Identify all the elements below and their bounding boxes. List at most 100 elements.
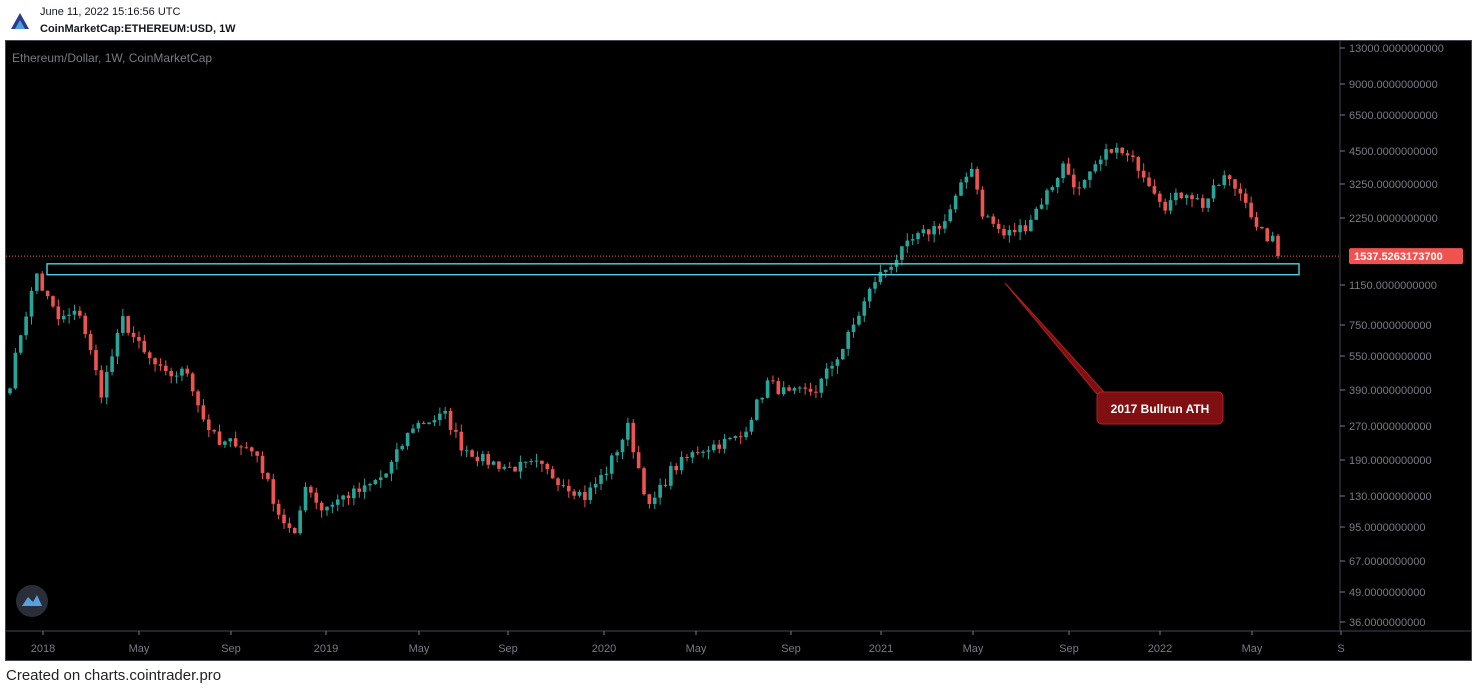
candle-body bbox=[814, 391, 818, 393]
candle-body bbox=[857, 315, 861, 325]
annotation-box bbox=[1096, 391, 1224, 425]
price-tick-label: 550.0000000000 bbox=[1349, 351, 1432, 363]
candle-body bbox=[728, 438, 732, 440]
candle-body bbox=[346, 495, 351, 499]
candle-body bbox=[72, 310, 77, 315]
candle-body bbox=[744, 431, 748, 438]
candle-body bbox=[303, 486, 308, 511]
candle-body bbox=[454, 429, 458, 432]
candle-body bbox=[969, 169, 974, 177]
header: June 11, 2022 15:16:56 UTC CoinMarketCap… bbox=[0, 0, 1476, 40]
candle-body bbox=[1104, 149, 1108, 160]
candle-body bbox=[776, 381, 781, 395]
price-tick-label: 190.0000000000 bbox=[1349, 455, 1432, 467]
price-tick-label: 390.0000000000 bbox=[1349, 385, 1432, 397]
price-tick-label: 4500.0000000000 bbox=[1349, 146, 1438, 158]
candle-body bbox=[889, 266, 893, 270]
candle-body bbox=[1012, 229, 1017, 233]
candle-body bbox=[185, 368, 190, 374]
candle-body bbox=[142, 340, 147, 353]
candle-body bbox=[1276, 235, 1280, 257]
candle-body bbox=[1072, 174, 1076, 188]
candles-layer bbox=[8, 143, 1280, 536]
candle-body bbox=[1227, 175, 1232, 180]
candle-body bbox=[943, 221, 947, 229]
chart-panel[interactable]: 2017 Bullrun ATH 13000.0000000000 9000.00… bbox=[5, 40, 1472, 661]
candle-body bbox=[937, 225, 942, 229]
candle-body bbox=[1147, 177, 1151, 187]
footer-credit: Created on charts.cointrader.pro bbox=[6, 667, 222, 684]
candle-body bbox=[604, 473, 609, 476]
candle-body bbox=[964, 176, 969, 183]
candle-body bbox=[851, 324, 856, 332]
candle-body bbox=[276, 503, 281, 515]
time-tick-label: Sep bbox=[781, 643, 801, 655]
candle-body bbox=[378, 477, 383, 481]
candle-body bbox=[1265, 228, 1270, 242]
time-tick-label: 2018 bbox=[31, 643, 55, 655]
candle-body bbox=[491, 461, 496, 465]
price-tick-label: 67.0000000000 bbox=[1349, 556, 1425, 568]
candle-body bbox=[217, 431, 222, 445]
candle-body bbox=[335, 499, 340, 505]
candle-body bbox=[1238, 188, 1243, 194]
candle-body bbox=[341, 495, 345, 500]
candle-body bbox=[1184, 195, 1189, 199]
candle-body bbox=[438, 413, 442, 421]
time-tick-label: May bbox=[1242, 643, 1263, 655]
candle-body bbox=[932, 225, 936, 235]
candle-body bbox=[405, 432, 410, 447]
candle-body bbox=[755, 399, 759, 420]
candle-body bbox=[131, 332, 136, 337]
candle-body bbox=[615, 452, 619, 456]
candle-body bbox=[658, 484, 662, 498]
candle-body bbox=[1260, 226, 1264, 229]
candle-body bbox=[475, 456, 480, 462]
candle-body bbox=[56, 306, 61, 320]
candle-body bbox=[255, 451, 259, 456]
price-tick-label: 13000.0000000000 bbox=[1349, 43, 1444, 55]
candle-body bbox=[685, 456, 689, 458]
candle-body bbox=[18, 335, 23, 353]
candle-body bbox=[1055, 178, 1060, 188]
last-price-label: 1537.5263173700 bbox=[1354, 251, 1443, 263]
chart-title: Ethereum/Dollar, 1W, CoinMarketCap bbox=[12, 51, 213, 65]
candle-body bbox=[706, 450, 711, 452]
candle-body bbox=[1115, 147, 1119, 153]
candle-body bbox=[529, 461, 533, 463]
candle-body bbox=[1254, 217, 1259, 227]
candle-body bbox=[1141, 170, 1146, 178]
candle-body bbox=[180, 368, 184, 376]
candle-body bbox=[40, 273, 45, 291]
candle-body bbox=[733, 436, 738, 439]
price-axis-bg bbox=[1340, 41, 1471, 660]
candle-body bbox=[781, 387, 786, 395]
candle-body bbox=[1088, 171, 1092, 180]
candle-body bbox=[244, 447, 249, 449]
price-tick-label: 2250.0000000000 bbox=[1349, 213, 1438, 225]
candle-body bbox=[867, 288, 872, 302]
candle-body bbox=[443, 410, 448, 414]
candle-body bbox=[835, 359, 840, 366]
candle-body bbox=[1045, 190, 1049, 205]
candle-body bbox=[239, 446, 243, 448]
candle-body bbox=[497, 461, 501, 469]
candle-body bbox=[916, 233, 920, 240]
price-tick-label: 49.0000000000 bbox=[1349, 587, 1425, 599]
candle-body bbox=[459, 431, 464, 451]
time-tick-label: 2021 bbox=[869, 643, 893, 655]
price-tick-label: 130.0000000000 bbox=[1349, 491, 1432, 503]
candle-body bbox=[147, 352, 152, 359]
price-tick-label: 3250.0000000000 bbox=[1349, 179, 1438, 191]
time-tick-label: May bbox=[409, 643, 430, 655]
candle-body bbox=[540, 460, 544, 464]
candle-body bbox=[481, 454, 485, 462]
candle-body bbox=[948, 209, 953, 222]
candle-body bbox=[1168, 200, 1173, 211]
tradingview-logo-mark bbox=[22, 595, 42, 606]
candlestick-chart[interactable]: 2017 Bullrun ATH 13000.0000000000 9000.00… bbox=[6, 41, 1471, 660]
candle-body bbox=[400, 446, 405, 450]
candle-body bbox=[840, 348, 845, 360]
candle-body bbox=[926, 229, 931, 235]
candle-body bbox=[223, 441, 227, 445]
